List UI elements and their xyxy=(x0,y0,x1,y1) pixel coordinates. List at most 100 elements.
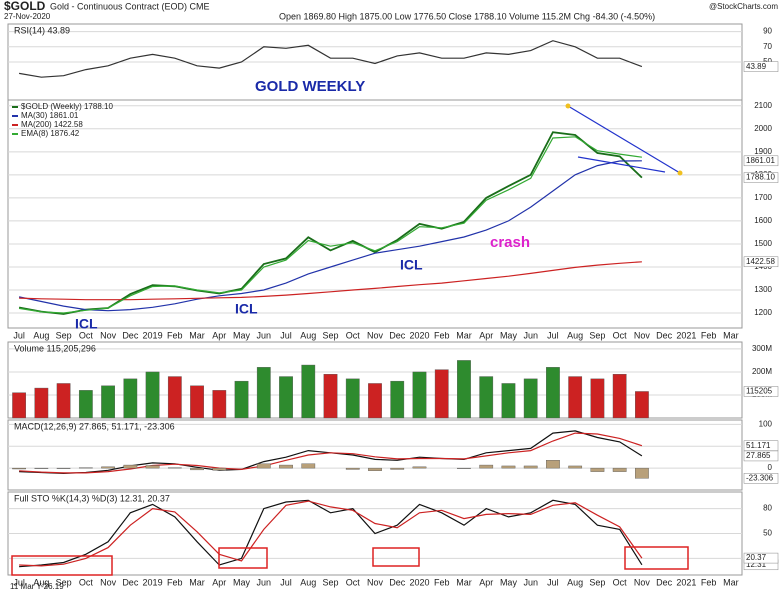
bar xyxy=(101,467,114,468)
bar xyxy=(146,372,159,418)
y-tick-label: 1300 xyxy=(754,285,772,294)
date: 27-Nov-2020 xyxy=(4,12,51,21)
panel-title: RSI(14) 43.89 xyxy=(14,25,70,35)
bar xyxy=(168,377,181,418)
x-tick-label: 2020 xyxy=(409,330,429,340)
end-label: 51.171 xyxy=(746,441,771,450)
bar xyxy=(346,379,359,418)
x-tick-label: Dec xyxy=(389,330,406,340)
bar xyxy=(569,377,582,418)
x-tick-label: 2021 xyxy=(676,330,696,340)
bar xyxy=(502,466,515,468)
annotation: ICL xyxy=(400,257,423,273)
bar xyxy=(257,367,270,418)
x-tick-label: Aug xyxy=(300,577,316,587)
x-tick-label: Feb xyxy=(701,577,717,587)
x-tick-label: May xyxy=(233,330,251,340)
bar xyxy=(235,381,248,418)
bar xyxy=(502,383,515,418)
x-tick-label: Jun xyxy=(523,330,538,340)
x-tick-label: Oct xyxy=(346,577,361,587)
x-tick-label: May xyxy=(500,577,518,587)
x-tick-label: Apr xyxy=(479,330,493,340)
bar xyxy=(124,465,137,468)
symbol-name: Gold - Continuous Contract (EOD) CME xyxy=(50,1,210,11)
bar xyxy=(57,383,70,418)
bar xyxy=(101,386,114,418)
x-tick-label: Feb xyxy=(434,330,450,340)
bar xyxy=(257,464,270,468)
bar xyxy=(213,468,226,470)
x-tick-label: Nov xyxy=(634,330,651,340)
annotation: GOLD WEEKLY xyxy=(255,78,365,95)
x-tick-label: Nov xyxy=(367,330,384,340)
x-tick-label: Feb xyxy=(701,330,717,340)
bar xyxy=(213,390,226,418)
x-tick-label: Aug xyxy=(300,330,316,340)
panel-title: Full STO %K(14,3) %D(3) 12.31, 20.37 xyxy=(14,493,170,503)
x-tick-label: Jul xyxy=(547,330,559,340)
bar xyxy=(124,379,137,418)
bar xyxy=(613,468,626,472)
bar xyxy=(368,468,381,471)
brand: @StockCharts.com xyxy=(709,2,778,11)
end-label: 43.89 xyxy=(746,62,767,71)
bar xyxy=(635,391,648,418)
end-label: 1861.01 xyxy=(746,156,775,165)
bar xyxy=(546,367,559,418)
x-tick-label: Jul xyxy=(547,577,559,587)
annotation: ICL xyxy=(235,301,258,317)
x-tick-label: Oct xyxy=(79,577,94,587)
bar xyxy=(324,374,337,418)
x-tick-label: May xyxy=(233,577,251,587)
bar xyxy=(435,370,448,418)
bar xyxy=(591,379,604,418)
y-tick-label: 0 xyxy=(768,463,773,472)
x-tick-label: Feb xyxy=(434,577,450,587)
x-tick-label: Apr xyxy=(212,330,226,340)
x-tick-label: Mar xyxy=(456,577,472,587)
x-tick-label: Dec xyxy=(389,577,406,587)
x-tick-label: Sep xyxy=(56,330,72,340)
bar xyxy=(12,468,25,469)
x-tick-label: 2021 xyxy=(676,577,696,587)
x-tick-label: Sep xyxy=(56,577,72,587)
bar xyxy=(279,465,292,468)
x-tick-label: Dec xyxy=(122,577,139,587)
x-tick-label: Jun xyxy=(257,577,272,587)
x-tick-label: Oct xyxy=(79,330,94,340)
annotation: ICL xyxy=(75,316,98,332)
bar xyxy=(302,365,315,418)
bar xyxy=(524,466,537,468)
x-tick-label: Sep xyxy=(589,330,605,340)
legend-entry: MA(30) 1861.01 xyxy=(21,111,79,120)
y-tick-label: 90 xyxy=(763,27,772,36)
bar xyxy=(480,377,493,418)
x-tick-label: Apr xyxy=(479,577,493,587)
y-tick-label: 300M xyxy=(752,344,772,353)
y-tick-label: 2100 xyxy=(754,101,772,110)
y-tick-label: 1900 xyxy=(754,147,772,156)
bar xyxy=(190,386,203,418)
panel-frame xyxy=(8,100,742,328)
bar xyxy=(190,468,203,470)
x-tick-label: Sep xyxy=(323,330,339,340)
bar xyxy=(480,465,493,468)
x-tick-label: Feb xyxy=(167,330,183,340)
x-tick-label: Mar xyxy=(189,577,205,587)
bar xyxy=(613,374,626,418)
x-tick-label: Mar xyxy=(723,577,739,587)
x-tick-label: Aug xyxy=(567,577,583,587)
bar xyxy=(302,464,315,468)
bar xyxy=(79,390,92,418)
x-tick-label: Feb xyxy=(167,577,183,587)
x-tick-label: Sep xyxy=(589,577,605,587)
x-tick-label: Oct xyxy=(613,330,628,340)
x-tick-label: Jul xyxy=(280,577,292,587)
x-tick-label: Nov xyxy=(634,577,651,587)
bar xyxy=(368,383,381,418)
y-tick-label: 1700 xyxy=(754,193,772,202)
x-tick-label: Mar xyxy=(456,330,472,340)
panel-title: MACD(12,26,9) 27.865, 51.171, -23.306 xyxy=(14,421,175,431)
